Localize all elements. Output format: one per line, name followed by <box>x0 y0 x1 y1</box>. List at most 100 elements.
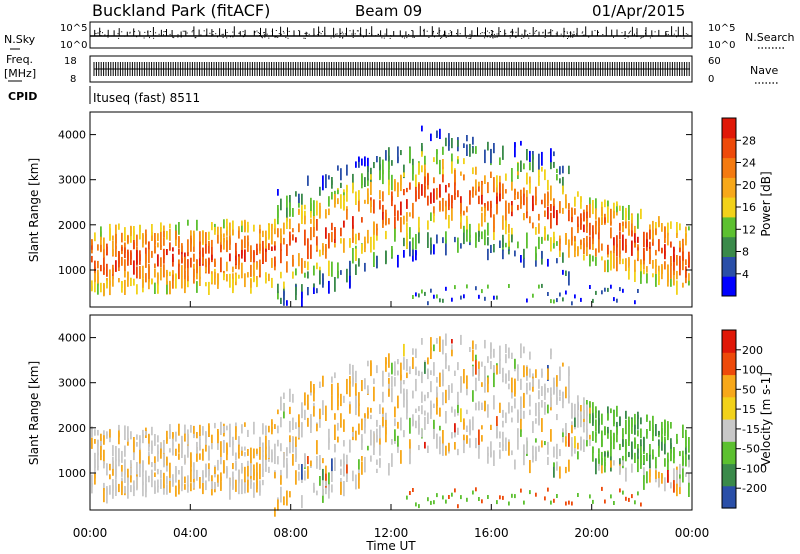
power-cell <box>574 235 576 242</box>
noise-dot <box>433 30 434 32</box>
velocity-cell <box>526 366 528 376</box>
power-cell <box>268 273 270 282</box>
power-cell <box>115 233 117 250</box>
velocity-cell <box>610 442 612 457</box>
power-cell <box>604 260 606 273</box>
velocity-cell <box>643 475 645 490</box>
power-cell <box>577 216 579 227</box>
velocity-cell <box>385 361 387 372</box>
velocity-cell <box>118 448 120 462</box>
noise-dot <box>191 31 193 33</box>
power-cell <box>427 173 429 186</box>
velocity-cell <box>424 394 426 402</box>
noise-dot <box>352 37 354 38</box>
velocity-cell <box>259 447 261 460</box>
power-cell <box>223 272 225 281</box>
noise-dot <box>149 37 150 39</box>
colorbar-tick-label: 24 <box>742 157 756 170</box>
velocity-cell <box>256 448 258 454</box>
power-cell <box>481 231 483 240</box>
velocity-cell <box>214 482 216 490</box>
power-cell <box>190 238 192 252</box>
power-cell <box>412 248 414 256</box>
power-cell <box>481 289 483 294</box>
noise-dot <box>155 32 157 34</box>
power-cell <box>598 217 600 233</box>
velocity-cell <box>553 462 555 478</box>
velocity-cell <box>205 432 207 443</box>
power-cell <box>301 258 303 274</box>
power-cell <box>421 184 423 196</box>
velocity-cell <box>490 342 492 352</box>
velocity-cell <box>628 428 630 439</box>
velocity-cell <box>535 418 537 424</box>
power-cell <box>619 257 621 265</box>
power-cell <box>658 265 660 276</box>
velocity-cell <box>157 479 159 488</box>
power-cell <box>436 294 438 299</box>
power-cell <box>415 292 417 297</box>
power-cell <box>121 256 123 266</box>
velocity-cell <box>259 484 261 493</box>
velocity-cell <box>397 443 399 453</box>
power-cells <box>91 125 690 308</box>
velocity-cell <box>592 446 594 454</box>
velocity-cell <box>493 371 495 388</box>
velocity-cell <box>343 453 345 465</box>
power-cell <box>298 193 300 203</box>
noise-dot <box>509 37 511 39</box>
noise-dot <box>667 31 669 32</box>
power-cell <box>283 290 285 296</box>
velocity-cell <box>451 383 453 393</box>
power-cell <box>454 170 456 183</box>
power-cell <box>598 227 600 240</box>
power-cell <box>517 241 519 249</box>
velocity-cell <box>487 453 489 464</box>
velocity-cell <box>196 469 198 481</box>
velocity-cell <box>505 344 507 354</box>
velocity-cell <box>571 425 573 434</box>
power-cell <box>682 282 684 288</box>
velocity-cell <box>280 443 282 452</box>
power-cell <box>358 190 360 201</box>
velocity-cell <box>421 371 423 384</box>
velocity-cell <box>211 478 213 490</box>
velocity-cell <box>172 432 174 437</box>
velocity-cell <box>454 409 456 417</box>
velocity-cell <box>430 347 432 359</box>
velocity-cell <box>601 430 603 447</box>
noise-dot <box>282 30 284 32</box>
velocity-cell <box>166 456 168 466</box>
velocity-cell <box>589 434 591 440</box>
power-cell <box>217 234 219 244</box>
velocity-cell <box>430 500 432 505</box>
power-cell <box>160 222 162 230</box>
velocity-cell <box>157 485 159 493</box>
velocity-cell <box>628 434 630 446</box>
power-cell <box>151 250 153 258</box>
velocity-cell <box>418 504 420 509</box>
velocity-cell <box>133 437 135 453</box>
velocity-cell <box>664 477 666 492</box>
velocity-cell <box>463 437 465 447</box>
velocity-cell <box>466 409 468 415</box>
power-cell <box>379 190 381 200</box>
power-cell <box>469 191 471 205</box>
velocity-cell <box>565 386 567 399</box>
velocity-cell <box>394 406 396 418</box>
power-cell <box>577 191 579 197</box>
power-cell <box>442 298 444 303</box>
velocity-cell <box>562 400 564 409</box>
power-cell <box>433 177 435 184</box>
colorbar-segment <box>722 177 736 198</box>
power-cell <box>415 249 417 256</box>
power-cell <box>583 212 585 221</box>
power-cell <box>364 262 366 272</box>
velocity-cell <box>223 426 225 433</box>
velocity-cell <box>193 482 195 489</box>
velocity-cell <box>562 432 564 437</box>
power-cell <box>541 166 543 172</box>
power-cell <box>382 159 384 175</box>
power-cell <box>682 251 684 261</box>
